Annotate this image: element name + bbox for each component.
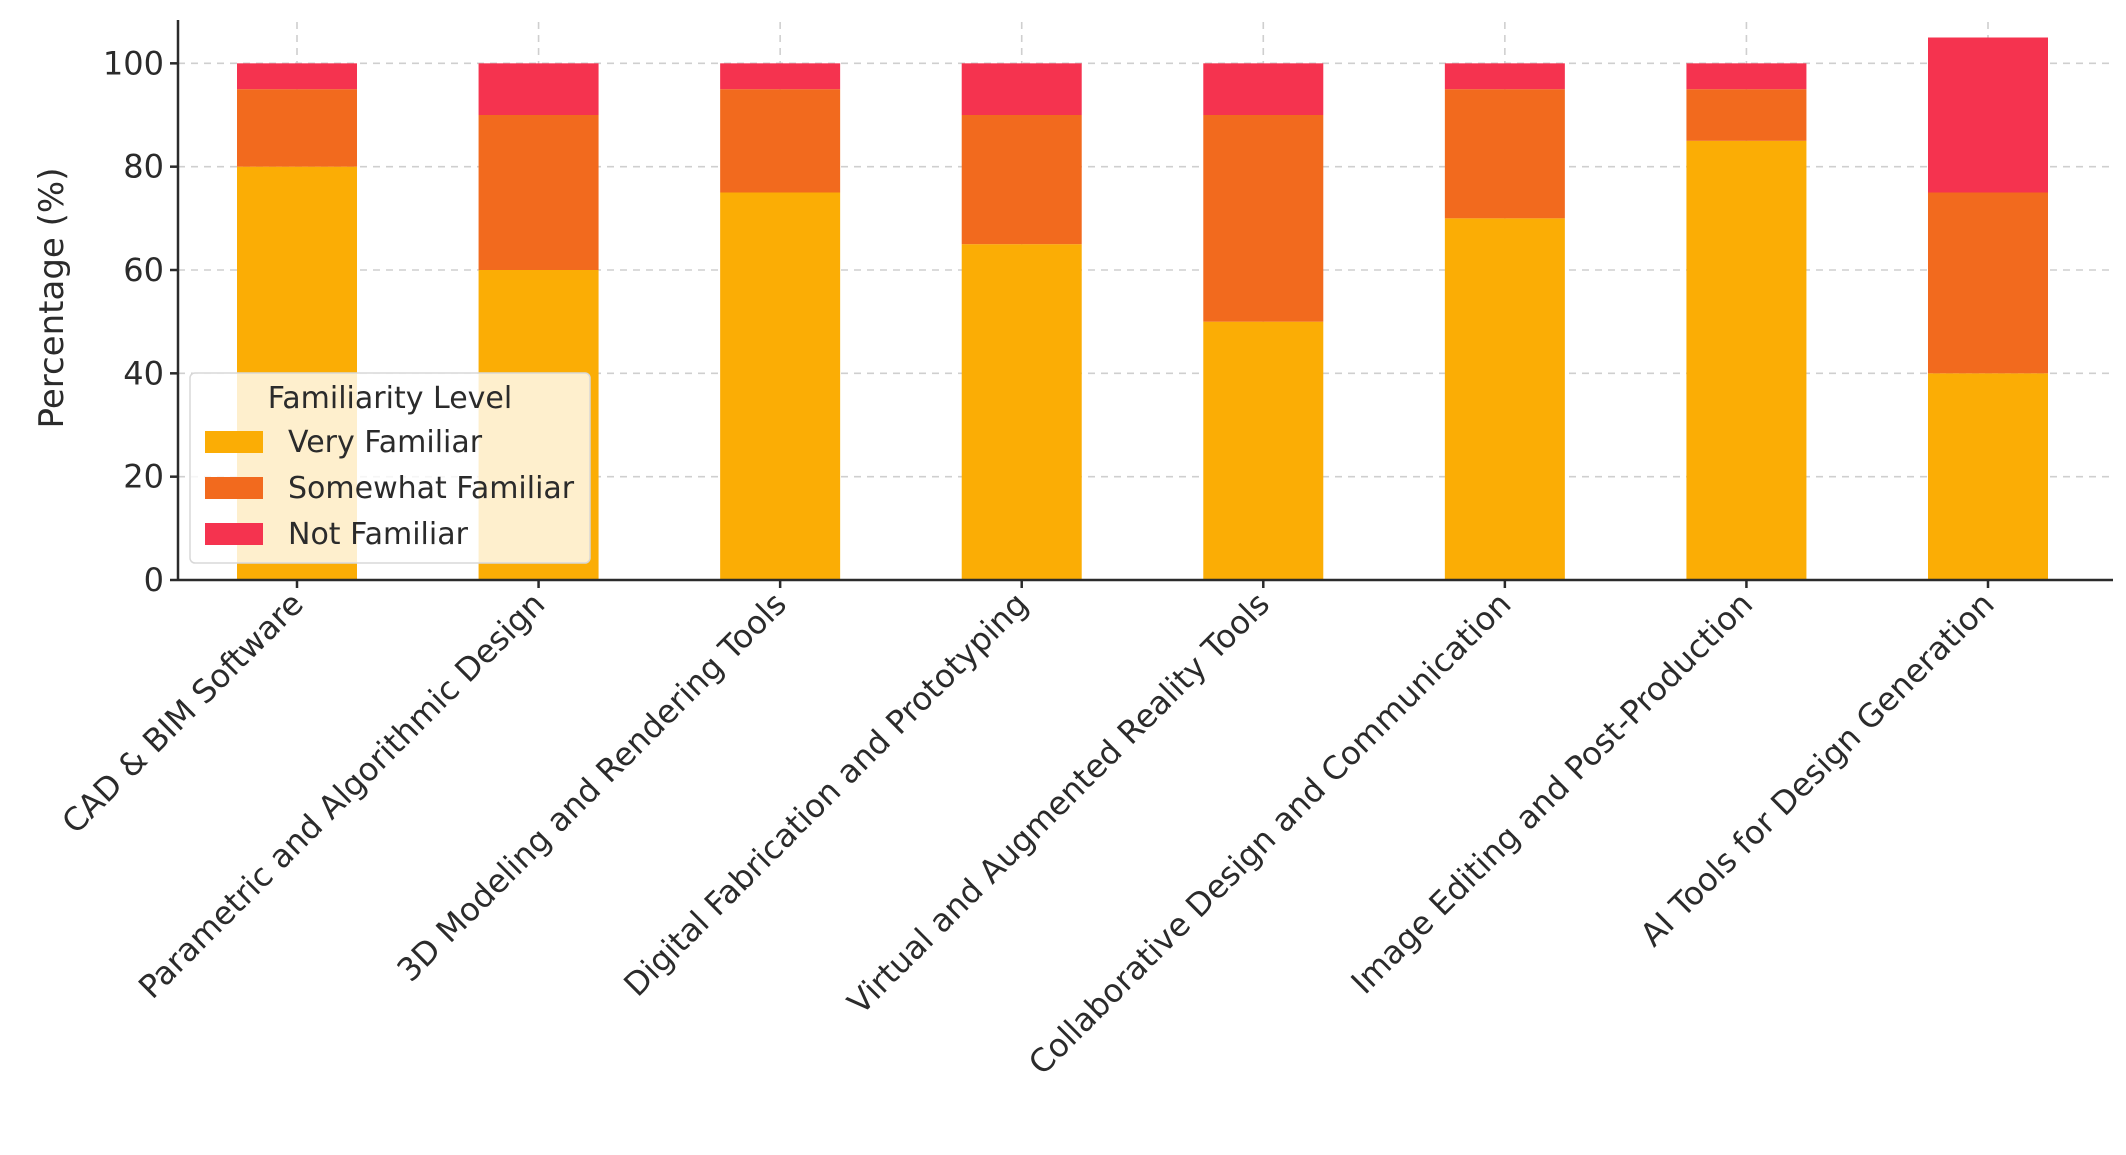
x-tick-label-2: 3D Modeling and Rendering Tools	[390, 585, 794, 989]
legend: Familiarity Level Very Familiar Somewhat …	[189, 372, 591, 564]
legend-label-0: Very Familiar	[288, 425, 483, 460]
bar-not-familiar-0	[237, 63, 357, 90]
y-tick-label-60: 60	[123, 251, 164, 289]
axes-layer	[176, 20, 2113, 582]
bar-not-familiar-7	[1928, 37, 2048, 193]
y-tick-labels: 0 20 40 60 80 100	[103, 44, 178, 599]
bar-not-familiar-1	[478, 63, 599, 115]
legend-swatch-1	[205, 477, 263, 499]
x-tick-label-3: Digital Fabrication and Prototyping	[616, 585, 1035, 1004]
bar-not-familiar-6	[1686, 63, 1807, 90]
x-tick-label-5: Collaborative Design and Communication	[1021, 585, 1518, 1082]
bar-somewhat-familiar-2	[720, 89, 841, 193]
bar-somewhat-familiar-5	[1444, 89, 1565, 219]
y-tick-label-20: 20	[123, 458, 164, 496]
bar-very-familiar-2	[720, 192, 841, 580]
y-tick-label-100: 100	[103, 44, 164, 82]
y-tick-label-80: 80	[123, 148, 164, 186]
x-tick-label-6: Image Editing and Post-Production	[1344, 585, 1761, 1002]
bar-somewhat-familiar-6	[1686, 89, 1807, 141]
bar-somewhat-familiar-4	[1203, 115, 1324, 322]
bar-very-familiar-5	[1444, 218, 1565, 581]
bar-somewhat-familiar-3	[961, 115, 1082, 245]
bar-not-familiar-5	[1444, 63, 1565, 90]
legend-swatch-0	[205, 431, 263, 453]
bar-somewhat-familiar-0	[237, 89, 357, 167]
bar-somewhat-familiar-1	[478, 115, 599, 270]
legend-title: Familiarity Level	[268, 381, 512, 416]
legend-box	[189, 372, 591, 564]
bar-not-familiar-2	[720, 63, 841, 90]
legend-items: Very Familiar Somewhat Familiar Not Famili…	[205, 425, 575, 552]
legend-swatch-2	[205, 523, 263, 545]
bar-somewhat-familiar-7	[1928, 192, 2048, 374]
bar-not-familiar-4	[1203, 63, 1324, 115]
legend-label-2: Not Familiar	[288, 517, 469, 552]
y-axis-title: Percentage (%)	[32, 168, 72, 429]
legend-label-1: Somewhat Familiar	[288, 471, 575, 506]
y-tick-label-40: 40	[123, 354, 164, 392]
x-tick-label-4: Virtual and Augmented Reality Tools	[840, 585, 1277, 1022]
bar-very-familiar-6	[1686, 140, 1807, 581]
bar-not-familiar-3	[961, 63, 1082, 115]
bar-very-familiar-4	[1203, 321, 1324, 580]
bar-very-familiar-3	[961, 244, 1082, 580]
bar-very-familiar-7	[1928, 373, 2048, 580]
y-tick-label-0: 0	[144, 561, 164, 599]
x-tick-label-0: CAD & BIM Software	[54, 585, 310, 841]
x-tick-label-1: Parametric and Algorithmic Design	[131, 585, 552, 1006]
